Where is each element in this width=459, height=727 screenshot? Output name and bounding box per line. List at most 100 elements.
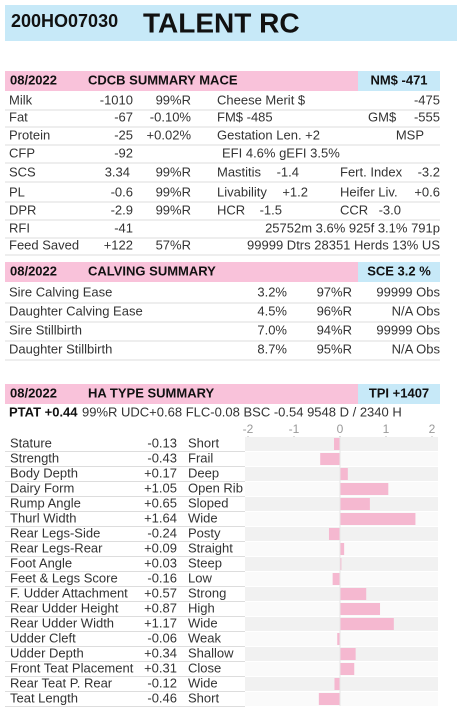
bar <box>334 678 340 690</box>
trait-score: -0.16 <box>147 570 177 585</box>
x-tick-label: -1 <box>289 422 300 436</box>
section-band <box>5 384 358 404</box>
trait-name: Rear Udder Width <box>10 615 114 630</box>
cdcb-cell: -0.10% <box>150 109 192 124</box>
trait-name: Foot Angle <box>10 555 72 570</box>
cdcb-cell: 3.34 <box>105 164 130 179</box>
trait-desc: Strong <box>188 585 226 600</box>
trait-score: +0.57 <box>144 585 177 600</box>
cdcb-cell: +0.6 <box>414 184 440 199</box>
trait-desc: Short <box>188 435 219 450</box>
trait-score: +0.65 <box>144 495 177 510</box>
cdcb-cell: 99%R <box>156 164 191 179</box>
cdcb-cell: Feed Saved <box>9 237 79 252</box>
section-index: SCE 3.2 % <box>367 263 431 278</box>
calving-cell: 99999 Obs <box>376 322 440 337</box>
bar <box>340 648 356 660</box>
calving-cell: Sire Stillbirth <box>9 322 82 337</box>
trait-score: +0.87 <box>144 600 177 615</box>
cdcb-cell: -3.0 <box>379 202 401 217</box>
cdcb-cell: GM$ <box>368 109 397 124</box>
header-band <box>5 5 457 41</box>
bar <box>340 468 348 480</box>
bar <box>318 693 340 705</box>
trait-desc: Sloped <box>188 495 228 510</box>
cdcb-cell: RFI <box>9 220 30 235</box>
cdcb-cell: Mastitis <box>217 164 262 179</box>
index-band <box>358 71 440 91</box>
cdcb-cell: 99%R <box>156 202 191 217</box>
trait-score: -0.06 <box>147 630 177 645</box>
sire-name: TALENT RC <box>143 7 300 38</box>
calving-cell: N/A Obs <box>392 341 441 356</box>
bar-background <box>245 452 438 466</box>
trait-name: Rear Udder Height <box>10 600 119 615</box>
trait-score: +0.17 <box>144 465 177 480</box>
cdcb-cell: 99%R <box>156 184 191 199</box>
calving-cell: 3.2% <box>257 284 287 299</box>
trait-name: Rear Teat P. Rear <box>10 675 113 690</box>
trait-desc: Close <box>188 660 221 675</box>
section-title: HA TYPE SUMMARY <box>88 385 214 400</box>
trait-name: Front Teat Placement <box>10 660 134 675</box>
bar <box>340 558 342 570</box>
cdcb-cell: -1.5 <box>260 202 282 217</box>
trait-desc: Shallow <box>188 645 234 660</box>
bar <box>340 588 367 600</box>
trait-desc: Steep <box>188 555 222 570</box>
calving-cell: Daughter Calving Ease <box>9 303 143 318</box>
section-date: 08/2022 <box>10 385 57 400</box>
cdcb-cell: EFI 4.6% gEFI 3.5% <box>222 145 340 160</box>
section-date: 08/2022 <box>10 72 57 87</box>
bar <box>340 498 370 510</box>
trait-name: Udder Cleft <box>10 630 76 645</box>
cdcb-cell: -3.2 <box>418 164 440 179</box>
cdcb-cell: +1.2 <box>282 184 308 199</box>
trait-name: Feet & Legs Score <box>10 570 118 585</box>
bar-background <box>245 527 438 541</box>
trait-score: -0.43 <box>147 450 177 465</box>
cdcb-cell: Gestation Len. +2 <box>217 127 320 142</box>
calving-cell: Sire Calving Ease <box>9 284 112 299</box>
trait-name: Rear Legs-Rear <box>10 540 103 555</box>
cdcb-cell: -1.4 <box>277 164 299 179</box>
trait-desc: Wide <box>188 510 218 525</box>
cdcb-cell: +0.02% <box>147 127 192 142</box>
trait-name: Dairy Form <box>10 480 74 495</box>
trait-desc: Deep <box>188 465 219 480</box>
calving-cell: N/A Obs <box>392 303 441 318</box>
cdcb-cell: -0.6 <box>111 184 133 199</box>
bar <box>334 438 340 450</box>
cdcb-cell: DPR <box>9 202 36 217</box>
trait-name: Stature <box>10 435 52 450</box>
cdcb-cell: 57%R <box>156 237 191 252</box>
cdcb-cell: 99%R <box>156 92 191 107</box>
calving-cell: 97%R <box>317 284 352 299</box>
calving-cell: 7.0% <box>257 322 287 337</box>
trait-score: -0.24 <box>147 525 177 540</box>
trait-name: Thurl Width <box>10 510 76 525</box>
calving-cell: 8.7% <box>257 341 287 356</box>
bar-background <box>245 677 438 691</box>
cdcb-cell: -475 <box>414 92 440 107</box>
section-title: CDCB SUMMARY MACE <box>88 72 238 87</box>
bar <box>328 528 340 540</box>
trait-score: -0.46 <box>147 690 177 705</box>
section-index: NM$ -471 <box>370 72 427 87</box>
trait-score: +1.05 <box>144 480 177 495</box>
x-tick-label: -2 <box>243 422 254 436</box>
cdcb-cell: Livability <box>217 184 267 199</box>
trait-name: Teat Length <box>10 690 78 705</box>
bar <box>320 453 340 465</box>
calving-cell: 99999 Obs <box>376 284 440 299</box>
trait-desc: Wide <box>188 675 218 690</box>
cdcb-cell: Fert. Index <box>340 164 403 179</box>
cdcb-cell: +122 <box>104 237 133 252</box>
calving-cell: 94%R <box>317 322 352 337</box>
cdcb-cell: MSP <box>396 127 424 142</box>
section-index: TPI +1407 <box>369 385 429 400</box>
cdcb-cell: -1010 <box>100 92 133 107</box>
section-band <box>5 262 358 282</box>
calving-cell: 4.5% <box>257 303 287 318</box>
